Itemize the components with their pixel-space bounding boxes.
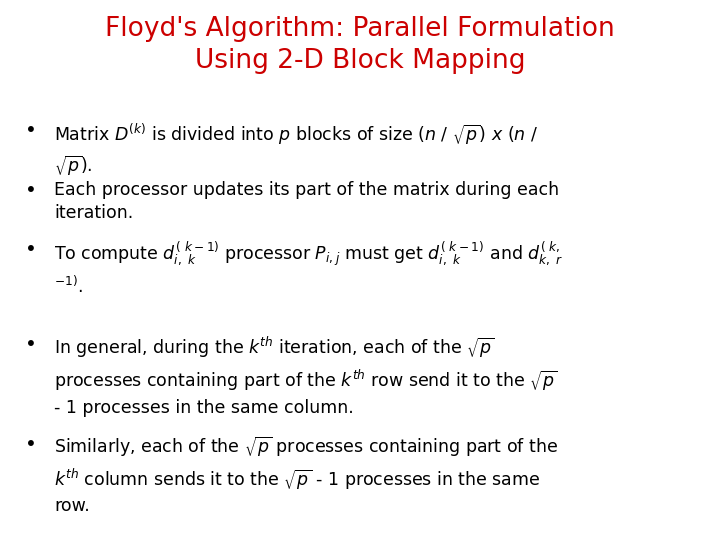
Text: Similarly, each of the $\sqrt{p}$ processes containing part of the
$k^{th}$ colu: Similarly, each of the $\sqrt{p}$ proces… [54, 435, 558, 515]
Text: •: • [25, 240, 37, 259]
Text: Matrix $D^{(k)}$ is divided into $p$ blocks of size $(n\ /\ \sqrt{p})\ x\ (n\ /$: Matrix $D^{(k)}$ is divided into $p$ blo… [54, 122, 539, 178]
Text: •: • [25, 181, 37, 200]
Text: •: • [25, 122, 37, 140]
Text: Each processor updates its part of the matrix during each
iteration.: Each processor updates its part of the m… [54, 181, 559, 222]
Text: In general, during the $k^{th}$ iteration, each of the $\sqrt{p}$
processes cont: In general, during the $k^{th}$ iteratio… [54, 335, 558, 416]
Text: To compute $d_{i,\ k}^{(\ k-1)}$ processor $P_{i,j}$ must get $d_{i,\ k}^{(\ k-1: To compute $d_{i,\ k}^{(\ k-1)}$ process… [54, 240, 564, 296]
Text: Floyd's Algorithm: Parallel Formulation
Using 2-D Block Mapping: Floyd's Algorithm: Parallel Formulation … [105, 16, 615, 74]
Text: •: • [25, 435, 37, 454]
Text: •: • [25, 335, 37, 354]
